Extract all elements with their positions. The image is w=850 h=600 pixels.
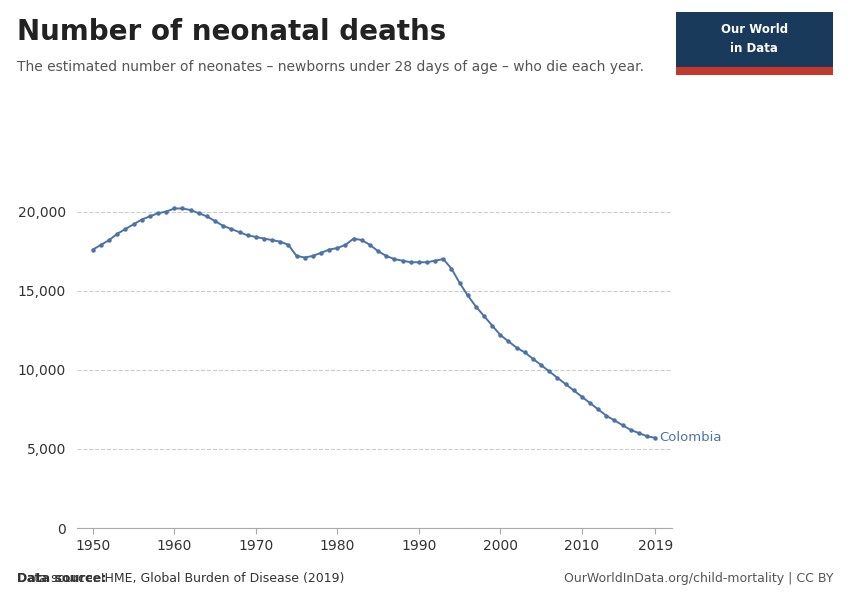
Text: Colombia: Colombia bbox=[660, 431, 722, 445]
Text: Number of neonatal deaths: Number of neonatal deaths bbox=[17, 18, 446, 46]
Text: Our World: Our World bbox=[721, 23, 788, 36]
Text: The estimated number of neonates – newborns under 28 days of age – who die each : The estimated number of neonates – newbo… bbox=[17, 60, 644, 74]
Text: Data source: IHME, Global Burden of Disease (2019): Data source: IHME, Global Burden of Dise… bbox=[17, 572, 344, 585]
Text: in Data: in Data bbox=[730, 42, 779, 55]
Text: Data source:: Data source: bbox=[17, 572, 106, 585]
Text: OurWorldInData.org/child-mortality | CC BY: OurWorldInData.org/child-mortality | CC … bbox=[564, 572, 833, 585]
